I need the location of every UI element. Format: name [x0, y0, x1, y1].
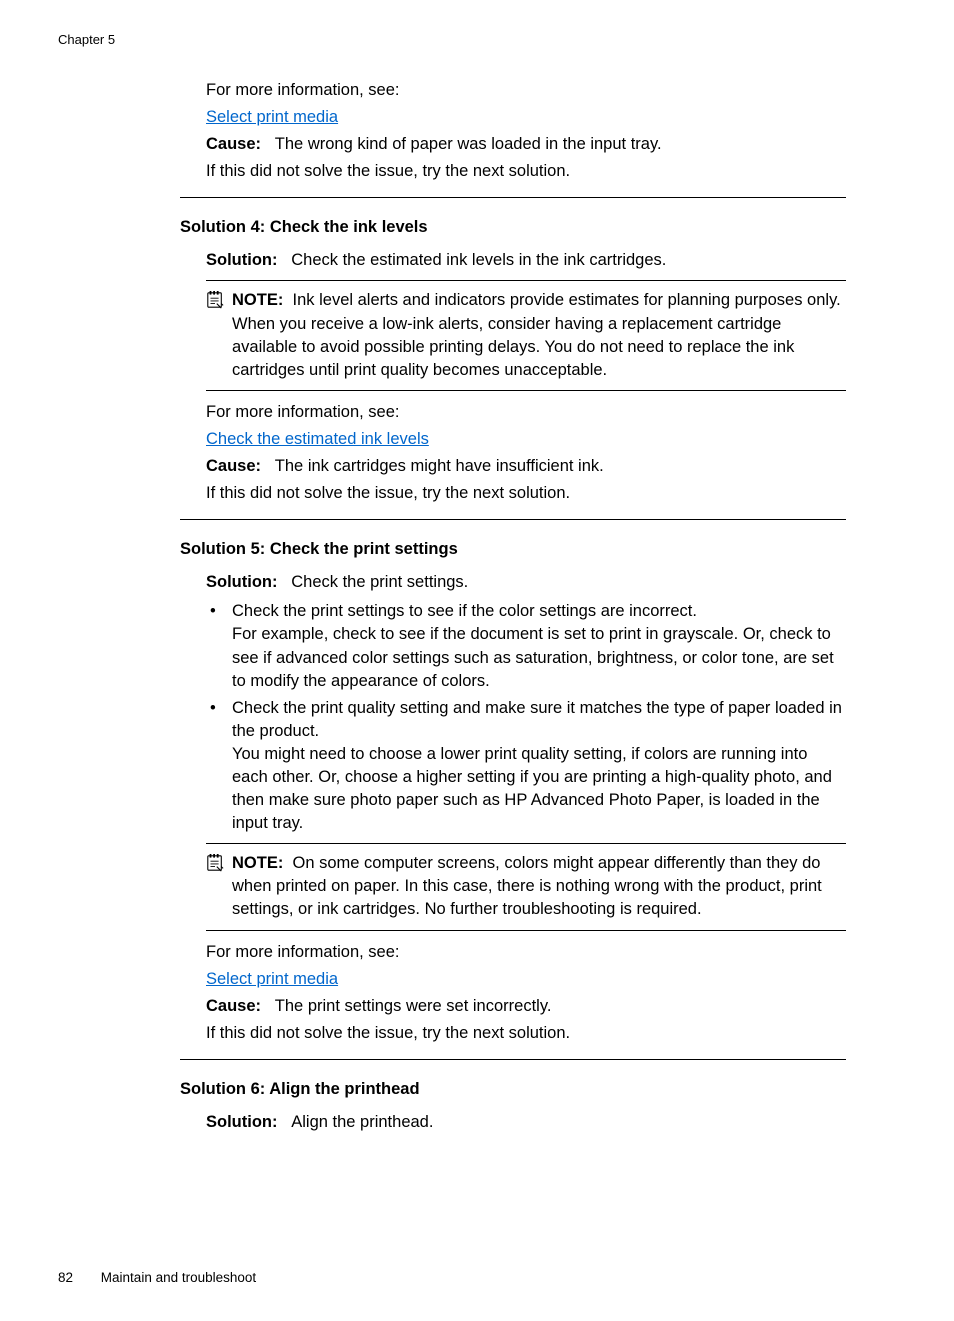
note-body: On some computer screens, colors might a…	[232, 854, 822, 918]
divider	[180, 1059, 846, 1060]
cause-label: Cause:	[206, 457, 261, 475]
solution-text: Align the printhead.	[291, 1113, 433, 1131]
check-ink-levels-link[interactable]: Check the estimated ink levels	[206, 430, 429, 448]
note-body: Ink level alerts and indicators provide …	[232, 291, 841, 378]
list-item: • Check the print settings to see if the…	[206, 600, 846, 692]
divider	[180, 519, 846, 520]
solution-label: Solution:	[206, 251, 277, 269]
note-label: NOTE:	[232, 291, 283, 309]
bullet-marker: •	[206, 697, 232, 720]
note-icon	[206, 854, 226, 877]
solution-label: Solution:	[206, 573, 277, 591]
more-info-text: For more information, see:	[206, 941, 846, 964]
note-label: NOTE:	[232, 854, 283, 872]
list-item: • Check the print quality setting and ma…	[206, 697, 846, 836]
divider	[180, 197, 846, 198]
cause-label: Cause:	[206, 135, 261, 153]
next-solution-text: If this did not solve the issue, try the…	[206, 1022, 846, 1045]
more-info-text: For more information, see:	[206, 79, 846, 102]
note-box: NOTE: On some computer screens, colors m…	[206, 843, 846, 930]
note-icon	[206, 291, 226, 314]
cause-text: The ink cartridges might have insufficie…	[275, 457, 604, 475]
cause-label: Cause:	[206, 997, 261, 1015]
next-solution-text: If this did not solve the issue, try the…	[206, 482, 846, 505]
bullet-list: • Check the print settings to see if the…	[206, 600, 846, 835]
chapter-label: Chapter 5	[58, 32, 896, 47]
bullet-text: You might need to choose a lower print q…	[232, 745, 832, 832]
next-solution-text: If this did not solve the issue, try the…	[206, 160, 846, 183]
note-box: NOTE: Ink level alerts and indicators pr…	[206, 280, 846, 390]
bullet-text: For example, check to see if the documen…	[232, 625, 834, 689]
bullet-text: Check the print quality setting and make…	[232, 699, 842, 740]
footer-title: Maintain and troubleshoot	[101, 1270, 256, 1285]
cause-text: The print settings were set incorrectly.	[275, 997, 552, 1015]
solution-text: Check the print settings.	[291, 573, 468, 591]
page-footer: 82 Maintain and troubleshoot	[58, 1270, 256, 1285]
solution-4-heading: Solution 4: Check the ink levels	[180, 218, 846, 237]
bullet-marker: •	[206, 600, 232, 623]
solution-5-heading: Solution 5: Check the print settings	[180, 540, 846, 559]
solution-6-heading: Solution 6: Align the printhead	[180, 1080, 846, 1099]
select-print-media-link[interactable]: Select print media	[206, 970, 338, 988]
cause-text: The wrong kind of paper was loaded in th…	[275, 135, 662, 153]
solution-text: Check the estimated ink levels in the in…	[291, 251, 666, 269]
solution-label: Solution:	[206, 1113, 277, 1131]
more-info-text: For more information, see:	[206, 401, 846, 424]
select-print-media-link[interactable]: Select print media	[206, 108, 338, 126]
page-number: 82	[58, 1270, 73, 1285]
bullet-text: Check the print settings to see if the c…	[232, 602, 697, 620]
